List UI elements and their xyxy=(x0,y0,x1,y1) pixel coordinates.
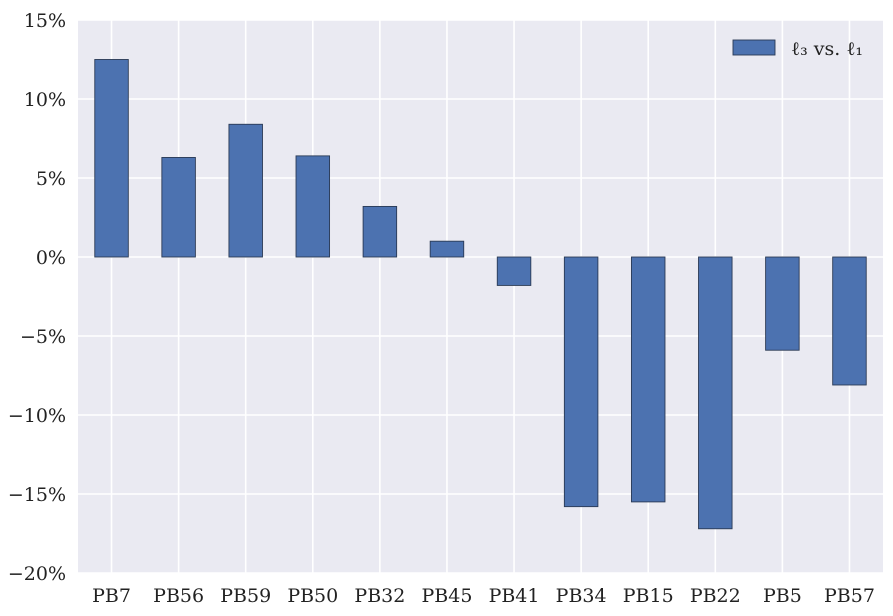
y-tick-label: −20% xyxy=(8,563,66,585)
y-tick-label: 10% xyxy=(24,89,66,111)
legend-label: ℓ₃ vs. ℓ₁ xyxy=(791,38,863,60)
x-tick-label: PB7 xyxy=(92,585,131,607)
x-tick-label: PB34 xyxy=(556,585,607,607)
legend: ℓ₃ vs. ℓ₁ xyxy=(732,38,863,60)
y-tick-label: −10% xyxy=(8,405,66,427)
bar-pb22 xyxy=(698,256,733,530)
bar-pb34 xyxy=(563,256,599,508)
bar-pb32 xyxy=(362,205,398,258)
y-tick-label: 0% xyxy=(36,247,66,269)
plot-background xyxy=(78,20,883,573)
y-tick-label: −15% xyxy=(8,484,66,506)
y-tick-label: 15% xyxy=(24,10,66,32)
bar-pb7 xyxy=(94,59,129,258)
x-tick-label: PB56 xyxy=(153,585,204,607)
bar-pb50 xyxy=(295,155,331,258)
bar-pb41 xyxy=(496,256,532,286)
bars-group xyxy=(94,59,867,530)
x-tick-label: PB45 xyxy=(421,585,472,607)
y-tick-label: −5% xyxy=(20,326,66,348)
bar-pb59 xyxy=(228,123,263,258)
bar-pb15 xyxy=(630,256,666,503)
x-tick-label: PB41 xyxy=(489,585,540,607)
bar-pb57 xyxy=(832,256,867,386)
x-tick-label: PB22 xyxy=(690,585,741,607)
x-tick-label: PB5 xyxy=(763,585,802,607)
x-tick-label: PB59 xyxy=(220,585,271,607)
y-tick-label: 5% xyxy=(36,168,66,190)
legend-swatch xyxy=(732,39,776,56)
x-tick-label: PB32 xyxy=(354,585,405,607)
y-axis-ticks: 15% 10% 5% 0% −5% −10% −15% −20% xyxy=(8,10,66,585)
bar-pb45 xyxy=(429,240,465,258)
x-tick-label: PB57 xyxy=(824,585,875,607)
bar-pb5 xyxy=(765,256,800,351)
bar-pb56 xyxy=(161,157,196,258)
x-tick-label: PB50 xyxy=(287,585,338,607)
x-tick-label: PB15 xyxy=(623,585,674,607)
x-axis-ticks: PB7 PB56 PB59 PB50 PB32 PB45 PB41 PB34 PB15 PB22 P… xyxy=(92,585,875,607)
